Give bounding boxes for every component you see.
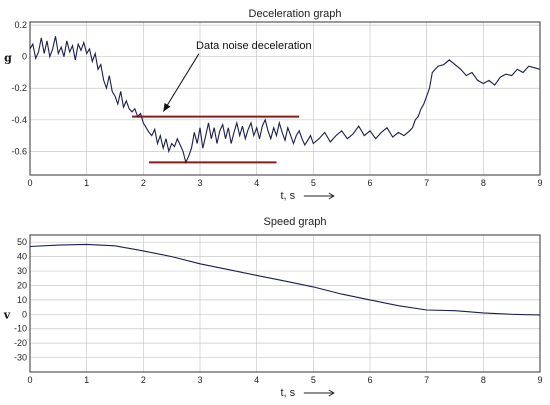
x-tick-label: 7 (424, 178, 429, 188)
y-tick-label: 10 (17, 295, 27, 305)
annotation-label: Data noise deceleration (196, 40, 312, 52)
x-axis-label: t, s (280, 387, 295, 399)
x-tick-label: 2 (141, 375, 146, 385)
x-tick-labels: 0 1 2 3 4 5 6 7 8 9 (27, 178, 542, 188)
y-tick-label: 20 (17, 280, 27, 290)
x-tick-label: 6 (367, 375, 372, 385)
x-tick-label: 0 (27, 178, 32, 188)
x-tick-label: 6 (367, 178, 372, 188)
y-tick-label: -0.6 (11, 146, 27, 156)
y-tick-label: 30 (17, 266, 27, 276)
y-tick-label: -20 (14, 338, 27, 348)
x-tick-label: 1 (84, 375, 89, 385)
annotation-arrow-icon (162, 53, 200, 112)
y-tick-label: -0.2 (11, 83, 27, 93)
x-tick-label: 5 (311, 375, 316, 385)
x-tick-label: 5 (311, 178, 316, 188)
y-tick-label: 0 (22, 309, 27, 319)
plot-frame (29, 21, 541, 176)
y-tick-labels: 0.2 0 -0.2 -0.4 -0.6 (11, 20, 27, 156)
y-tick-labels: 50 40 30 20 10 0 -10 -20 -30 (14, 237, 27, 362)
y-tick-label: 50 (17, 237, 27, 247)
x-tick-label: 9 (537, 178, 542, 188)
y-tick-label: 0 (22, 52, 27, 62)
deceleration-chart: Deceleration graph 0.2 0 -0.2 -0.4 -0.6 0 1 2 3… (4, 8, 542, 202)
y-axis-label: v (3, 308, 11, 321)
series-line (29, 36, 541, 165)
y-tick-label: -0.4 (11, 115, 27, 125)
x-tick-label: 4 (254, 375, 259, 385)
x-axis-arrow-icon (303, 389, 335, 397)
x-tick-label: 9 (537, 375, 542, 385)
x-tick-label: 8 (481, 178, 486, 188)
x-tick-label: 0 (27, 375, 32, 385)
chart-title: Deceleration graph (249, 8, 342, 20)
x-axis-arrow-icon (303, 192, 335, 200)
x-tick-label: 4 (254, 178, 259, 188)
chart-title: Speed graph (264, 216, 327, 228)
x-tick-label: 2 (141, 178, 146, 188)
y-tick-label: 0.2 (14, 20, 27, 30)
x-tick-label: 1 (84, 178, 89, 188)
y-tick-label: 40 (17, 252, 27, 262)
series-line (29, 243, 541, 316)
plot-frame (29, 234, 541, 373)
y-tick-label: -30 (14, 353, 27, 363)
x-axis-label: t, s (280, 190, 295, 202)
speed-chart: Speed graph 50 40 30 20 10 0 -10 -20 -30 0 1 2 3 4 5 6… (3, 216, 543, 399)
x-tick-label: 8 (481, 375, 486, 385)
grid (29, 235, 541, 372)
x-tick-label: 3 (197, 178, 202, 188)
x-tick-label: 7 (424, 375, 429, 385)
x-tick-labels: 0 1 2 3 4 5 6 7 8 9 (27, 375, 542, 385)
annotation-arrowhead-icon (163, 102, 171, 112)
x-tick-label: 3 (197, 375, 202, 385)
grid (29, 22, 541, 175)
reference-lines (132, 115, 300, 164)
y-tick-label: -10 (14, 324, 27, 334)
y-axis-label: g (4, 51, 12, 64)
